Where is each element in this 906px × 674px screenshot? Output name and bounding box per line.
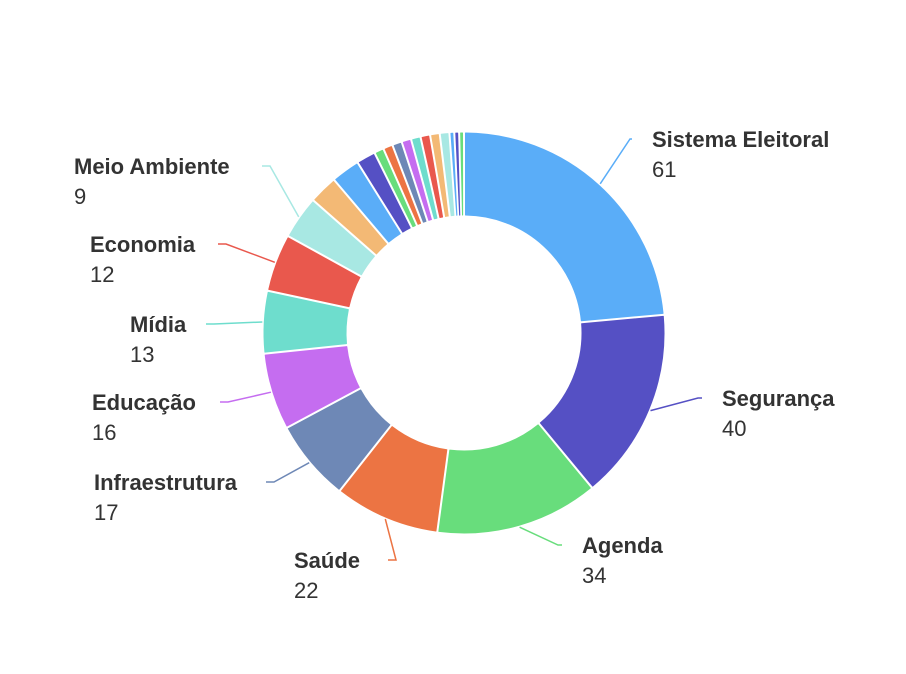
slice-infraestrutura[interactable] bbox=[287, 389, 391, 490]
slice-value-economia: 12 bbox=[90, 262, 114, 287]
slice-small-11[interactable] bbox=[358, 154, 411, 233]
slice-label-meio-ambiente: Meio Ambiente bbox=[74, 154, 230, 179]
slice-small-16[interactable] bbox=[412, 137, 438, 220]
leader-line-seguranca bbox=[650, 397, 702, 412]
slice-saude[interactable] bbox=[340, 426, 448, 532]
slice-small-13[interactable] bbox=[384, 146, 422, 225]
slice-label-economia: Economia bbox=[90, 232, 196, 257]
slice-meio-ambiente[interactable] bbox=[289, 201, 375, 276]
slice-group bbox=[263, 132, 665, 534]
slice-sistema-eleitoral[interactable] bbox=[465, 132, 664, 322]
leader-line-midia bbox=[206, 321, 263, 325]
slice-value-saude: 22 bbox=[294, 578, 318, 603]
slice-label-midia: Mídia bbox=[130, 312, 187, 337]
slice-small-15[interactable] bbox=[402, 139, 432, 221]
slice-small-21[interactable] bbox=[455, 132, 461, 216]
slice-label-sistema-eleitoral: Sistema Eleitoral bbox=[652, 127, 829, 152]
label-group: Sistema Eleitoral 61 Segurança 40 Agenda 34 Sa… bbox=[74, 127, 835, 603]
slice-label-educacao: Educação bbox=[92, 390, 196, 415]
slice-value-agenda: 34 bbox=[582, 563, 606, 588]
leader-line-educacao bbox=[220, 391, 272, 403]
slice-label-agenda: Agenda bbox=[582, 533, 663, 558]
leader-line-saude bbox=[384, 518, 397, 561]
slice-value-educacao: 16 bbox=[92, 420, 116, 445]
slice-small-17[interactable] bbox=[421, 135, 444, 218]
slice-small-18[interactable] bbox=[431, 134, 449, 217]
slice-label-infraestrutura: Infraestrutura bbox=[94, 470, 238, 495]
slice-small-12[interactable] bbox=[375, 149, 416, 228]
slice-label-saude: Saúde bbox=[294, 548, 360, 573]
slice-value-sistema-eleitoral: 61 bbox=[652, 157, 676, 182]
slice-small-10[interactable] bbox=[335, 163, 401, 243]
slice-economia[interactable] bbox=[268, 237, 361, 308]
slice-value-seguranca: 40 bbox=[722, 416, 746, 441]
leader-line-economia bbox=[218, 243, 276, 264]
slice-value-infraestrutura: 17 bbox=[94, 500, 118, 525]
leader-line-group bbox=[206, 138, 702, 561]
slice-small-20[interactable] bbox=[450, 132, 458, 216]
slice-small-9[interactable] bbox=[314, 180, 388, 255]
slice-seguranca[interactable] bbox=[539, 315, 665, 487]
leader-line-sistema-eleitoral bbox=[599, 138, 632, 185]
slice-small-22[interactable] bbox=[460, 132, 464, 216]
slice-small-19[interactable] bbox=[440, 133, 455, 217]
slice-value-meio-ambiente: 9 bbox=[74, 184, 86, 209]
slice-midia[interactable] bbox=[263, 291, 349, 353]
slice-educacao[interactable] bbox=[264, 346, 360, 427]
leader-line-infraestrutura bbox=[266, 462, 310, 483]
slice-label-seguranca: Segurança bbox=[722, 386, 835, 411]
slice-value-midia: 13 bbox=[130, 342, 154, 367]
slice-small-14[interactable] bbox=[393, 142, 427, 223]
slice-agenda[interactable] bbox=[438, 424, 591, 534]
leader-line-meio-ambiente bbox=[262, 165, 300, 218]
leader-line-agenda bbox=[519, 526, 562, 546]
